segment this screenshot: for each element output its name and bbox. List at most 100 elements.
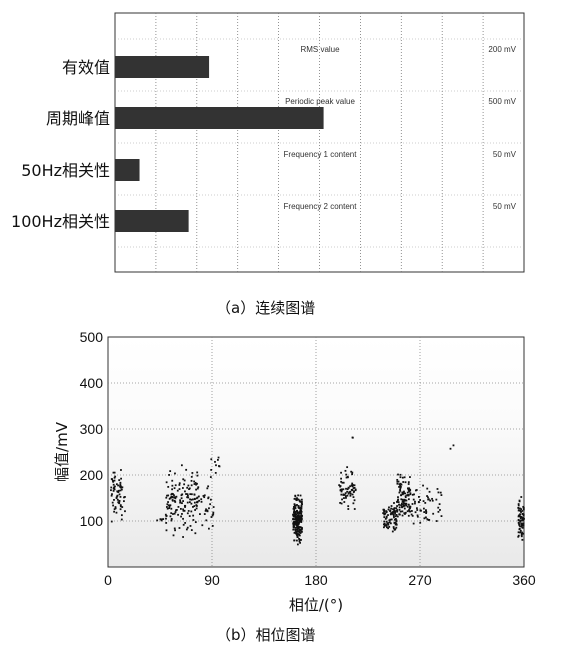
chart-b-point xyxy=(440,515,443,517)
chart-b-point xyxy=(171,492,173,495)
chart-b-point xyxy=(292,521,295,523)
chart-b-point xyxy=(294,527,297,529)
chart-b-point xyxy=(517,534,520,537)
chart-b-point xyxy=(385,520,388,523)
chart-a-bar xyxy=(115,159,140,181)
chart-b-ytick-label: 300 xyxy=(80,421,104,437)
chart-b-point xyxy=(520,519,523,522)
chart-b-point xyxy=(383,513,386,516)
chart-b-point xyxy=(117,501,120,504)
chart-b-point xyxy=(202,495,205,497)
chart-b-point xyxy=(521,510,524,512)
chart-b-point xyxy=(214,460,216,463)
chart-b-point xyxy=(193,505,196,507)
chart-b-point xyxy=(385,511,388,514)
chart-b-point xyxy=(351,482,354,485)
chart-b-point xyxy=(522,524,525,527)
chart-b-point xyxy=(427,519,430,521)
chart-b-point xyxy=(385,510,387,513)
chart-b-point xyxy=(404,495,407,498)
chart-b-point xyxy=(402,503,404,506)
chart-b-point xyxy=(294,514,297,517)
chart-b-point xyxy=(416,509,419,511)
chart-b-point xyxy=(390,512,393,514)
chart-b-point xyxy=(414,511,417,514)
chart-b-point xyxy=(424,516,427,519)
chart-b-point xyxy=(412,522,415,525)
chart-b-point xyxy=(520,496,523,498)
chart-b-point xyxy=(165,496,168,499)
chart-b-point xyxy=(401,500,404,503)
chart-b-point xyxy=(399,473,402,476)
chart-b-point xyxy=(114,506,117,508)
chart-b-point xyxy=(194,521,197,524)
chart-b-point xyxy=(211,514,214,517)
chart-b-point xyxy=(114,507,117,510)
chart-b-point xyxy=(340,477,342,480)
chart-b-point xyxy=(396,482,399,485)
chart-b-point xyxy=(349,485,352,488)
chart-b-point xyxy=(426,518,429,521)
chart-b-point xyxy=(395,514,398,516)
chart-b-point xyxy=(119,505,122,508)
chart-b-point xyxy=(172,493,174,495)
chart-b-point xyxy=(190,498,193,501)
chart-b-point xyxy=(193,497,196,500)
chart-b-point xyxy=(392,527,395,530)
chart-b-point xyxy=(171,484,174,487)
chart-b-point xyxy=(396,478,399,481)
chart-b-point xyxy=(403,499,406,502)
chart-b-point xyxy=(165,515,168,517)
chart-b-point xyxy=(296,539,298,542)
chart-b-point xyxy=(195,483,197,486)
chart-b-point xyxy=(340,480,343,483)
chart-b-point xyxy=(174,501,177,503)
chart-b-point xyxy=(339,502,342,504)
chart-b-point xyxy=(387,523,390,526)
chart-b-point xyxy=(435,498,438,501)
chart-b-point xyxy=(206,510,209,513)
chart-b-point xyxy=(166,503,169,506)
chart-b-point xyxy=(169,497,172,499)
chart-b-point xyxy=(452,444,455,447)
chart-b-point xyxy=(300,504,303,507)
chart-b-point xyxy=(403,490,405,493)
chart-b-point xyxy=(113,498,115,501)
chart-b-point xyxy=(294,518,297,520)
chart-b-point xyxy=(519,517,522,520)
chart-b-xtick-label: 270 xyxy=(408,572,432,588)
chart-b-point xyxy=(203,494,206,497)
chart-b-point xyxy=(393,516,395,519)
chart-b-point xyxy=(194,532,197,535)
chart-a-bar xyxy=(115,210,189,232)
chart-b-point xyxy=(517,515,520,518)
chart-b-point xyxy=(293,539,296,542)
chart-b-point xyxy=(299,508,302,511)
chart-b-point xyxy=(185,528,188,531)
chart-b-point xyxy=(410,513,413,516)
chart-b-point xyxy=(300,509,302,512)
chart-b-point xyxy=(173,494,175,497)
chart-b-point xyxy=(186,526,189,529)
chart-b-point xyxy=(345,476,348,479)
chart-b-point xyxy=(193,493,196,496)
chart-b-point xyxy=(119,508,122,511)
chart-b-point xyxy=(297,505,300,508)
chart-b-point xyxy=(300,539,302,541)
chart-b-point xyxy=(425,511,428,513)
chart-b-point xyxy=(193,501,196,504)
chart-b-point xyxy=(210,516,213,518)
chart-b-point xyxy=(400,494,402,497)
chart-b-point xyxy=(111,493,113,496)
chart-b-point xyxy=(182,508,185,511)
chart-b-point xyxy=(520,525,523,528)
chart-b-point xyxy=(340,471,342,474)
chart-b-point xyxy=(183,509,186,512)
chart-b-point xyxy=(116,498,119,501)
chart-b-point xyxy=(170,518,173,520)
chart-b-point xyxy=(299,532,302,534)
chart-b-point xyxy=(200,500,203,503)
chart-b-point xyxy=(401,493,404,495)
chart-b-point xyxy=(392,513,395,516)
chart-b-point xyxy=(409,510,412,513)
